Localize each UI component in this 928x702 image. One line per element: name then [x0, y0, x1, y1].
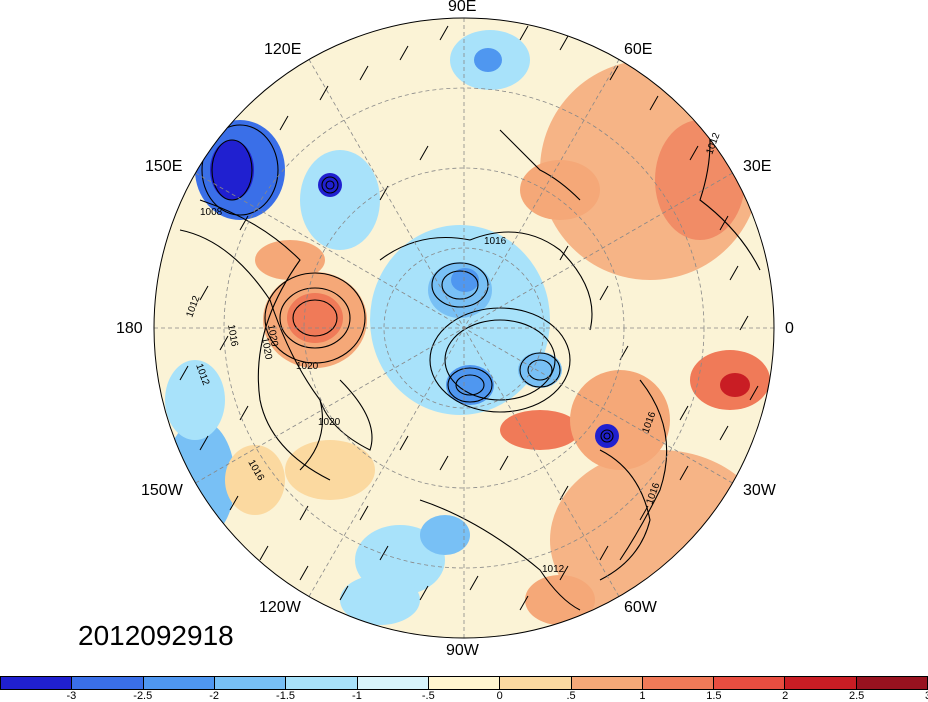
contour-label: 1016: [484, 236, 507, 247]
contour-label: 1012: [542, 564, 565, 575]
colorbar-tick-label: 1.5: [706, 690, 722, 702]
colorbar-swatch: [714, 677, 786, 689]
colorbar-swatch: [500, 677, 572, 689]
contour-label: 1020: [265, 324, 280, 348]
colorbar-swatch: [72, 677, 144, 689]
colorbar-swatch: [214, 677, 287, 689]
colorbar-tick-label: -3: [66, 690, 77, 702]
colorbar-tick-label: -2.5: [133, 690, 153, 702]
colorbar-tick-label: -.5: [421, 690, 435, 702]
lon-label-30w: 30W: [743, 482, 776, 499]
lon-label-180: 180: [116, 320, 143, 337]
contour-label: 1016: [225, 324, 240, 348]
pressure-contours: [179, 89, 761, 611]
map-border: [153, 17, 775, 639]
colorbar-swatch: [856, 677, 928, 689]
lon-label-150e: 150E: [145, 158, 183, 175]
contour-label: 1008: [200, 207, 223, 218]
colorbar-swatch: [785, 677, 857, 689]
colorbar-tick-label: -2: [209, 690, 220, 702]
colorbar-tick-label: -1.5: [276, 690, 296, 702]
contour-label: 1020: [259, 337, 274, 361]
graticule: [154, 18, 774, 638]
lon-label-120e: 120E: [264, 41, 302, 58]
colorbar-swatch: [286, 677, 358, 689]
colorbar-swatch: [1, 677, 73, 689]
colorbar: [0, 676, 928, 690]
lon-label-150w: 150W: [141, 482, 183, 499]
lon-label-120w: 120W: [259, 599, 301, 616]
colorbar-swatch: [143, 677, 215, 689]
colorbar-tick-label: -1: [352, 690, 362, 702]
colorbar-swatch: [642, 677, 715, 689]
colorbar-swatch: [357, 677, 429, 689]
colorbar-swatch: [428, 677, 501, 689]
timestamp-label: 2012092918: [78, 620, 234, 651]
colorbar-tick-label: 0: [496, 690, 503, 702]
lon-label-30e: 30E: [743, 158, 772, 175]
lon-label-0: 0: [785, 320, 794, 337]
colorbar-tick-label: 2.5: [848, 690, 865, 702]
lon-label-90e: 90E: [448, 0, 477, 15]
lon-label-60e: 60E: [624, 41, 653, 58]
lon-label-60w: 60W: [624, 599, 657, 616]
colorbar-tick-label: 3: [925, 690, 928, 702]
contour-label: 1020: [318, 417, 341, 428]
lon-label-90w: 90W: [446, 642, 479, 659]
wind-barbs: [179, 25, 759, 611]
colorbar-tick-label: .5: [566, 690, 576, 702]
colorbar-swatch: [571, 677, 643, 689]
contour-label: 1020: [296, 361, 319, 372]
colorbar-tick-label: 1: [639, 690, 646, 702]
anomaly-shading: [165, 30, 770, 630]
colorbar-tick-label: 2: [782, 690, 789, 702]
